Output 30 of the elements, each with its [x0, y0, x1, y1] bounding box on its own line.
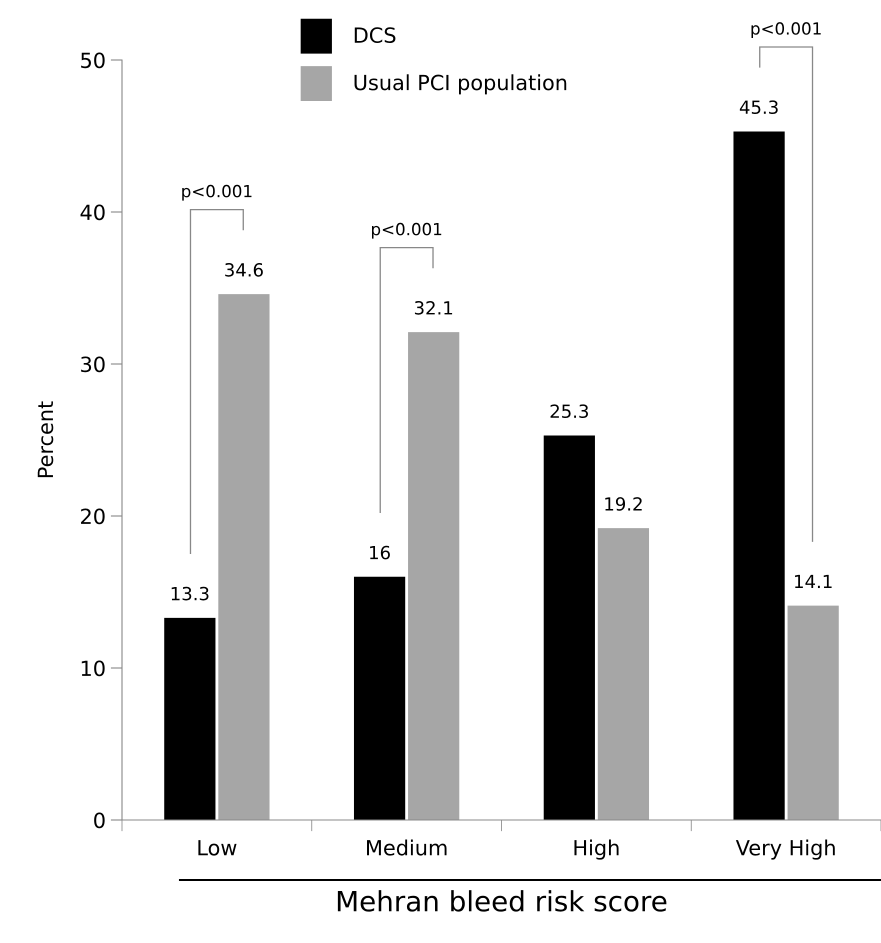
data-label: 25.3 — [550, 404, 588, 418]
bar — [544, 435, 595, 820]
y-axis-title: Percent — [38, 401, 54, 478]
y-tick-label: 20 — [81, 508, 105, 524]
legend-label: DCS — [354, 27, 396, 44]
x-tick-label: Very High — [736, 839, 835, 860]
data-label: 14.1 — [795, 574, 832, 588]
data-label: 13.3 — [172, 586, 208, 600]
annotation: p<0.001 — [372, 222, 442, 239]
legend-label: Usual PCI population — [354, 74, 566, 94]
bar — [164, 618, 216, 820]
data-label: 19.2 — [605, 497, 642, 511]
y-tick-label: 10 — [82, 660, 105, 676]
x-tick-label: Medium — [367, 839, 447, 856]
y-tick-label: 0 — [94, 812, 105, 828]
y-tick-label: 40 — [80, 204, 105, 220]
x-axis-title: Mehran bleed risk score — [338, 890, 666, 912]
annotation: p<0.001 — [182, 184, 252, 201]
data-label: 16 — [370, 546, 390, 560]
x-tick-label: High — [574, 839, 619, 860]
data-label: 32.1 — [414, 301, 452, 315]
bar — [598, 528, 650, 820]
bar — [788, 606, 839, 820]
text: p<0.001 — [752, 22, 821, 38]
data-label: 45.3 — [740, 100, 778, 114]
y-tick-label: 50 — [81, 52, 105, 68]
x-tick-label: Low — [198, 840, 237, 856]
bar — [354, 576, 406, 820]
y-tick-label: 30 — [81, 356, 105, 372]
data-label: 34.6 — [225, 263, 263, 277]
